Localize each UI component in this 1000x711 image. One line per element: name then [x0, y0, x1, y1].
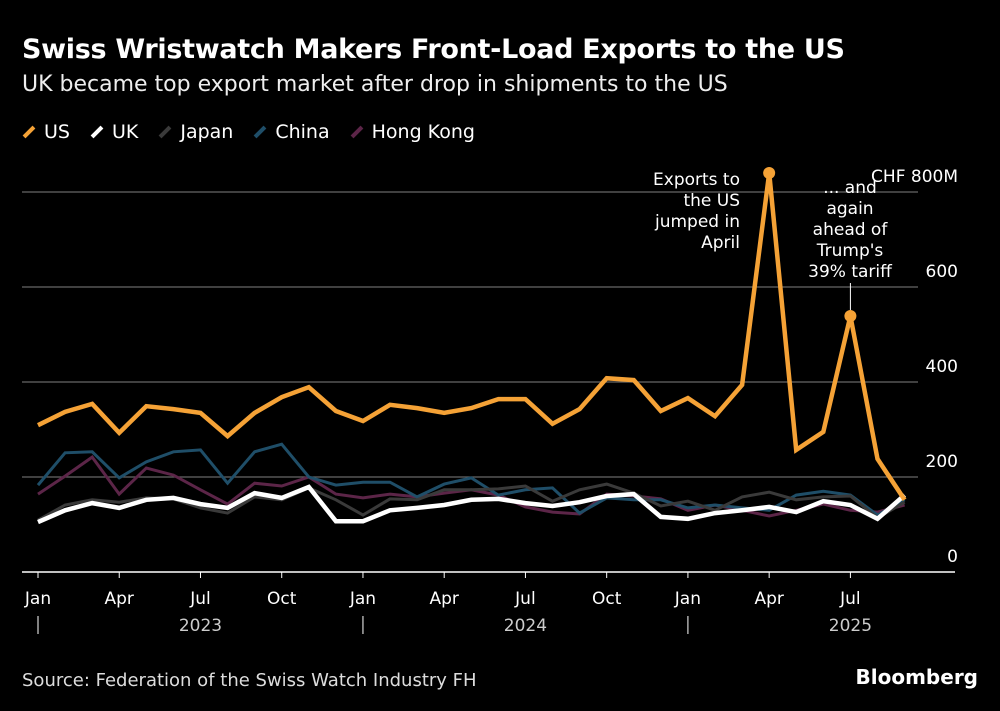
annotation-line: ahead of	[812, 220, 888, 240]
x-tick-label: Jul	[189, 589, 211, 609]
x-year-label: 2023	[179, 616, 222, 636]
x-year-label: 2025	[829, 616, 872, 636]
x-tick-label: Jan	[349, 589, 376, 609]
x-tick-label: Jan	[674, 589, 701, 609]
legend: US UK Japan China Hong Kong	[22, 121, 475, 143]
bloomberg-logo: Bloomberg	[855, 665, 978, 689]
series-line-china	[36, 442, 906, 517]
chart-title: Swiss Wristwatch Makers Front-Load Expor…	[22, 34, 845, 65]
annotation-line: Exports to	[653, 170, 740, 190]
legend-item-japan: Japan	[158, 121, 233, 143]
x-tick-label: Oct	[267, 589, 297, 609]
y-tick-label: 0	[947, 547, 958, 567]
legend-label: US	[44, 121, 70, 143]
y-tick-label: 400	[926, 357, 958, 377]
x-tick-label: Apr	[754, 589, 783, 609]
x-tick-label: Jul	[514, 589, 536, 609]
legend-item-hong-kong: Hong Kong	[350, 121, 475, 143]
annotation-line: the US	[683, 191, 740, 211]
legend-item-us: US	[22, 121, 70, 143]
annotation-marker	[763, 167, 776, 179]
legend-label: China	[275, 121, 330, 143]
x-tick-label: Jul	[839, 589, 861, 609]
source-note: Source: Federation of the Swiss Watch In…	[22, 670, 477, 691]
x-tick-label: Apr	[429, 589, 458, 609]
legend-label: UK	[111, 121, 139, 143]
x-tick-label: Jan	[24, 589, 51, 609]
annotation-july: ... and again ahead of Trump's 39% tarif…	[800, 178, 900, 283]
annotation-line: 39% tariff	[808, 262, 892, 282]
annotation-marker	[844, 309, 857, 322]
series-line-us	[37, 172, 907, 502]
annotation-line: again	[826, 199, 874, 219]
series-line-uk	[37, 484, 907, 525]
legend-label: Hong Kong	[371, 121, 475, 143]
x-tick-label: Oct	[592, 589, 622, 609]
y-tick-label: 600	[926, 262, 958, 282]
annotation-line: April	[701, 233, 740, 253]
legend-label: Japan	[180, 121, 234, 143]
y-tick-label: 200	[926, 452, 958, 472]
annotation-april: Exports to the US jumped in April	[653, 170, 740, 254]
chart-subtitle: UK became top export market after drop i…	[22, 72, 728, 97]
x-tick-label: Apr	[105, 589, 134, 609]
annotation-line: jumped in	[655, 212, 740, 232]
annotation-line: ... and	[823, 178, 877, 198]
y-tick-label: CHF 800M	[871, 167, 958, 187]
annotation-line: Trump's	[816, 241, 884, 261]
legend-item-uk: UK	[90, 121, 138, 143]
x-year-label: 2024	[504, 616, 547, 636]
legend-item-china: China	[253, 121, 330, 143]
